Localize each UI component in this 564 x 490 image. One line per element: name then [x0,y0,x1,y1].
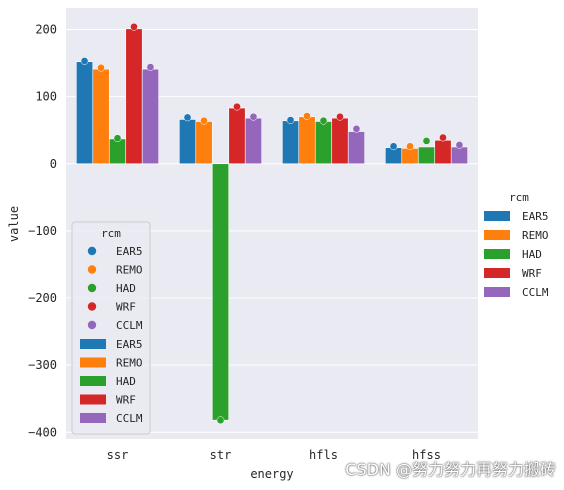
outer-legend-label: EAR5 [522,210,549,223]
bar-had-ssr [108,138,127,165]
inner-legend-point-wrf [87,302,97,311]
outer-legend-title: rcm [509,191,529,204]
bar-wrf-str [228,107,246,165]
bar-remo-hfls [298,116,316,165]
point-remo-ssr [97,63,105,72]
outer-legend: rcm EAR5 REMO HAD WRF CCLM [484,191,549,299]
inner-legend-bar-wrf [80,394,106,405]
point-cclm-hfls [352,124,361,133]
inner-legend-point-had [87,283,97,293]
inner-legend-bar-label: CCLM [116,412,143,425]
bar-ear5-hfls [281,120,300,165]
inner-legend-bar-label: HAD [116,375,136,388]
point-had-hfls [319,116,328,125]
bar-had-hfss [417,146,436,165]
bar-remo-hfss [401,148,419,165]
inner-legend-point-label: CCLM [116,319,143,332]
point-cclm-ssr [146,63,155,71]
inner-legend-bar-label: EAR5 [116,338,143,351]
point-ear5-hfls [286,116,295,124]
bar-ear5-str [179,119,197,165]
inner-legend-bar-ear5 [80,339,106,349]
bar-ear5-ssr [76,61,94,165]
inner-legend-point-cclm [87,320,97,330]
outer-legend-swatch-had [484,249,510,259]
inner-legend-point-ear5 [87,246,97,256]
inner-legend-point-label: EAR5 [116,245,143,258]
x-tick-label: hfss [412,448,441,462]
outer-legend-label: CCLM [522,286,549,299]
point-had-ssr [113,134,122,143]
bar-cclm-ssr [141,68,160,165]
bar-remo-str [195,121,213,165]
y-tick-label: 100 [35,90,57,104]
inner-legend-bar-had [80,376,106,386]
x-tick-label: hfls [309,448,338,462]
point-wrf-ssr [130,22,138,31]
outer-legend-label: REMO [522,229,549,242]
y-tick-label: −100 [28,224,57,238]
bar-wrf-hfls [331,117,349,165]
point-had-hfss [422,137,431,145]
point-wrf-hfss [439,133,447,142]
inner-legend-point-remo [87,265,97,274]
outer-legend-label: HAD [522,248,542,261]
inner-legend-bar-label: REMO [116,357,143,370]
bar-remo-ssr [92,68,110,165]
y-tick-label: −200 [28,291,57,305]
inner-legend-point-label: WRF [116,301,136,314]
bar-had-str [211,163,230,421]
y-axis-label: value [7,206,21,242]
point-remo-hfss [406,142,414,151]
x-tick-label: ssr [107,448,129,462]
x-axis-label: energy [250,467,293,481]
inner-legend-point-label: HAD [116,282,136,295]
inner-legend-point-label: REMO [116,264,143,277]
y-tick-labels: −400 −300 −200 −100 0 100 200 [28,22,57,439]
outer-legend-swatch-wrf [484,268,510,278]
inner-legend: rcm EAR5 REMO HAD WRF CCLM EAR5 REMO HAD WRF CCLM [71,221,151,435]
point-ear5-hfss [389,142,398,151]
y-tick-label: 0 [50,157,57,171]
bar-wrf-hfss [434,139,452,165]
inner-legend-title: rcm [101,227,121,240]
point-cclm-str [249,112,258,121]
point-wrf-hfls [336,112,344,121]
y-tick-label: 200 [35,22,57,36]
bar-cclm-hfss [450,146,469,165]
watermark: CSDN @努力努力再努力搬砖 [345,460,556,479]
outer-legend-swatch-cclm [484,287,510,297]
point-had-str [216,416,225,425]
bar-cclm-hfls [347,131,366,165]
point-ear5-ssr [80,57,89,65]
inner-legend-bar-label: WRF [116,394,136,407]
bar-wrf-ssr [125,28,143,165]
outer-legend-swatch-ear5 [484,211,510,221]
y-tick-label: −300 [28,358,57,372]
point-remo-str [200,116,208,125]
point-remo-hfls [303,112,311,120]
outer-legend-swatch-remo [484,230,510,240]
bar-cclm-str [244,117,263,165]
point-cclm-hfss [455,141,464,149]
x-tick-labels: ssr str hfls hfss [107,448,441,462]
x-tick-label: str [210,448,232,462]
points [80,22,464,425]
inner-legend-bar-remo [80,357,106,368]
outer-legend-label: WRF [522,267,542,280]
bar-had-hfls [314,121,333,165]
point-ear5-str [183,113,192,122]
y-tick-label: −400 [28,425,57,439]
inner-legend-bar-cclm [80,413,106,423]
point-wrf-str [233,102,241,111]
